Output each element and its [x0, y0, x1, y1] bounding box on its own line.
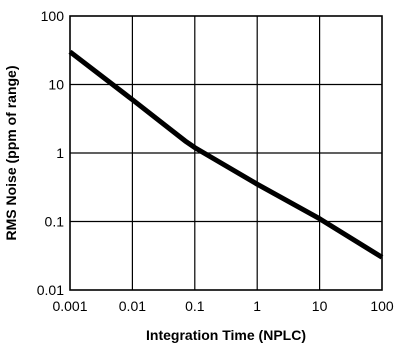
plot-frame [69, 15, 383, 291]
x-tick-label: 1 [253, 298, 261, 314]
x-tick-label: 0.001 [52, 298, 87, 314]
y-tick-label: 1 [56, 145, 64, 161]
axes-layer [69, 15, 383, 291]
y-tick-labels: 0.01 0.1 1 10 100 [37, 8, 64, 298]
series-layer [68, 49, 384, 260]
grid-layer [70, 16, 382, 290]
x-tick-label: 10 [312, 298, 328, 314]
y-tick-label: 0.1 [45, 214, 65, 230]
x-tick-label: 0.01 [119, 298, 146, 314]
series-line-rms-noise [68, 49, 384, 260]
x-tick-label: 0.1 [185, 298, 205, 314]
x-tick-label: 100 [370, 298, 394, 314]
y-tick-label: 100 [41, 8, 65, 24]
x-tick-labels: 0.001 0.01 0.1 1 10 100 [52, 298, 393, 314]
x-axis-title: Integration Time (NPLC) [146, 327, 306, 343]
y-tick-label: 10 [48, 77, 64, 93]
y-tick-label: 0.01 [37, 282, 64, 298]
y-axis-title: RMS Noise (ppm of range) [3, 65, 19, 240]
